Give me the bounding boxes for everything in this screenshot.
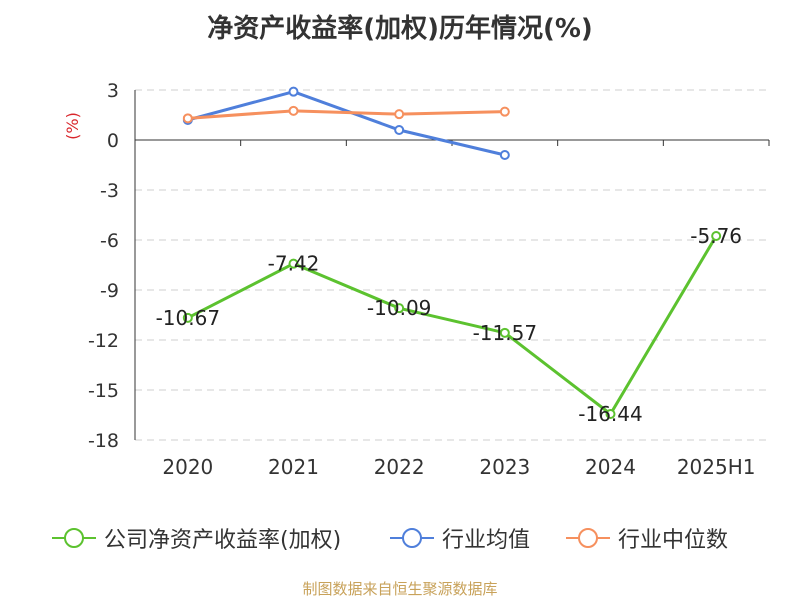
series-line-1: [187, 90, 506, 157]
legend-swatch-industry-median: [566, 528, 610, 548]
data-point: [394, 303, 405, 314]
data-point: [288, 86, 299, 97]
data-label: -7.42: [268, 252, 320, 276]
legend-item-industry-mean[interactable]: 行业均值: [390, 520, 530, 556]
y-tick-label: 0: [107, 130, 119, 152]
data-point: [394, 109, 405, 120]
chart-title: 净资产收益率(加权)历年情况(%): [207, 14, 593, 44]
data-point: [182, 113, 193, 124]
legend-label-industry-mean: 行业均值: [442, 528, 531, 553]
series-line-0: [187, 235, 718, 417]
y-tick-label: 3: [107, 80, 119, 102]
legend-label-company: 公司净资产收益率(加权): [104, 528, 342, 553]
x-tick-label: 2020: [162, 455, 213, 479]
data-point: [182, 312, 193, 323]
legend-swatch-company: [52, 528, 96, 548]
legend-item-industry-median[interactable]: 行业中位数: [566, 520, 728, 556]
data-label: -11.57: [473, 321, 537, 345]
x-tick-label: 2024: [585, 455, 636, 479]
y-tick-label: -3: [100, 180, 119, 202]
data-label: -5.76: [690, 224, 742, 248]
chart-legend: 公司净资产收益率(加权) 行业均值 行业中位数: [0, 520, 800, 556]
data-label: -10.67: [156, 306, 220, 330]
data-label: -10.09: [367, 296, 431, 320]
y-axis-label: (%): [63, 112, 82, 140]
y-tick-label: -18: [88, 430, 119, 452]
data-point: [288, 258, 299, 269]
legend-swatch-industry-mean: [390, 528, 434, 548]
source-footer: 制图数据来自恒生聚源数据库: [302, 580, 498, 598]
y-tick-label: -6: [100, 230, 119, 252]
x-tick-label: 2022: [374, 455, 425, 479]
x-tick-label: 2025H1: [677, 455, 756, 479]
y-tick-label: -12: [88, 330, 119, 352]
data-point: [288, 105, 299, 116]
series-line-2: [187, 109, 505, 120]
y-tick-label: -15: [88, 380, 119, 402]
data-point: [394, 125, 405, 135]
chart-plot: 3 0 -3 -6 -9 -12 -15 -18 (%) 2020 2021 2022 2023 2024…: [63, 80, 770, 479]
legend-label-industry-median: 行业中位数: [618, 528, 729, 553]
data-point: [605, 409, 616, 419]
data-point: [499, 327, 510, 338]
y-tick-label: -9: [100, 280, 119, 302]
x-tick-label: 2023: [479, 455, 530, 479]
data-point: [711, 231, 722, 241]
x-tick-label: 2021: [268, 455, 319, 479]
legend-item-company[interactable]: 公司净资产收益率(加权): [52, 520, 341, 556]
data-point: [499, 150, 510, 160]
data-label: -16.44: [578, 402, 642, 426]
data-point: [499, 106, 510, 117]
